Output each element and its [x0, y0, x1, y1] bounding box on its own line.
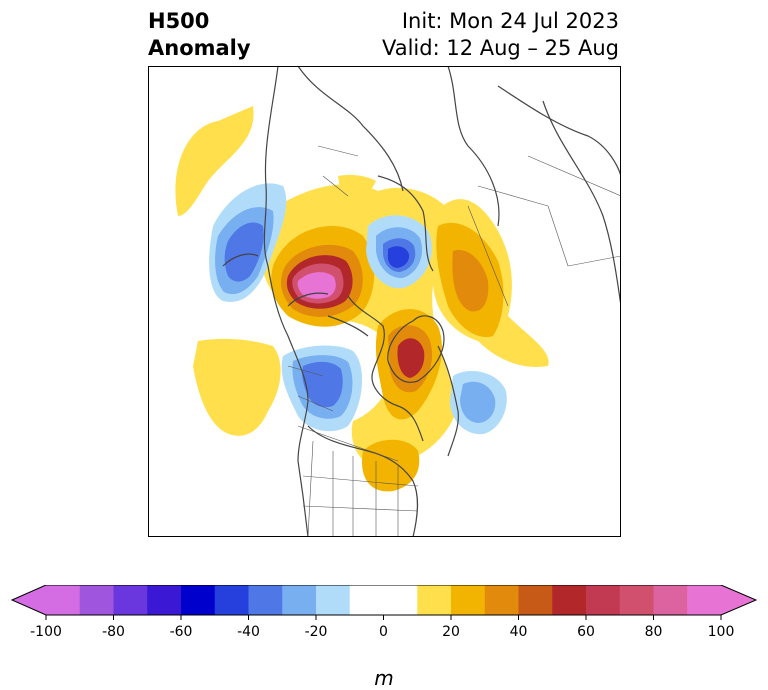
- colorbar-cell: [316, 585, 351, 615]
- valid-range: Valid: 12 Aug – 25 Aug: [381, 36, 619, 60]
- title-quantity: Anomaly: [148, 36, 251, 60]
- colorbar: -100 -80 -60 -40 -20 0 20 40 60 80 100: [10, 585, 758, 640]
- colorbar-cell: [79, 585, 114, 615]
- colorbar-cell: [451, 585, 486, 615]
- colorbar-cell: [417, 585, 452, 615]
- colorbar-tick-label: -40: [237, 624, 260, 640]
- colorbar-cell: [586, 585, 621, 615]
- colorbar-cell: [518, 585, 553, 615]
- map-dates: Init: Mon 24 Jul 2023 Valid: 12 Aug – 25…: [382, 8, 619, 62]
- colorbar-under-arrow: [12, 585, 46, 615]
- colorbar-tick-label: 40: [510, 624, 528, 640]
- colorbar-cell: [113, 585, 148, 615]
- colorbar-tick-label: 100: [708, 624, 735, 640]
- colorbar-cell: [147, 585, 182, 615]
- coastlines: [222, 66, 621, 537]
- colorbar-unit-label: m: [374, 666, 394, 690]
- country-borders: [287, 145, 621, 537]
- colorbar-tick-label: -100: [30, 624, 62, 640]
- colorbar-cell: [552, 585, 587, 615]
- colorbar-tick-label: -60: [170, 624, 193, 640]
- colorbar-cell: [687, 585, 722, 615]
- colorbar-cell: [214, 585, 249, 615]
- colorbar-tick-label: -80: [102, 624, 125, 640]
- colorbar-cell: [349, 585, 384, 615]
- peak-negative-fill: [387, 246, 410, 268]
- colorbar-tick-label: 0: [379, 624, 388, 640]
- peak-positive-fill: [297, 272, 336, 299]
- colorbar-tick-label: 80: [645, 624, 663, 640]
- colorbar-cell: [619, 585, 654, 615]
- colorbar-cell: [484, 585, 519, 615]
- colorbar-cell: [282, 585, 317, 615]
- colorbar-tick-label: 60: [577, 624, 595, 640]
- colorbar-cell: [181, 585, 216, 615]
- anomaly-map: [148, 66, 621, 537]
- title-variable: H500: [148, 9, 210, 33]
- colorbar-over-arrow: [721, 585, 756, 615]
- colorbar-cell: [46, 585, 81, 615]
- colorbar-cell: [248, 585, 283, 615]
- colorbar-tick-label: -20: [305, 624, 328, 640]
- map-title: H500 Anomaly: [148, 8, 251, 62]
- init-date: Init: Mon 24 Jul 2023: [401, 9, 619, 33]
- colorbar-cell: [653, 585, 688, 615]
- colorbar-cell: [383, 585, 418, 615]
- colorbar-tick-label: 20: [442, 624, 460, 640]
